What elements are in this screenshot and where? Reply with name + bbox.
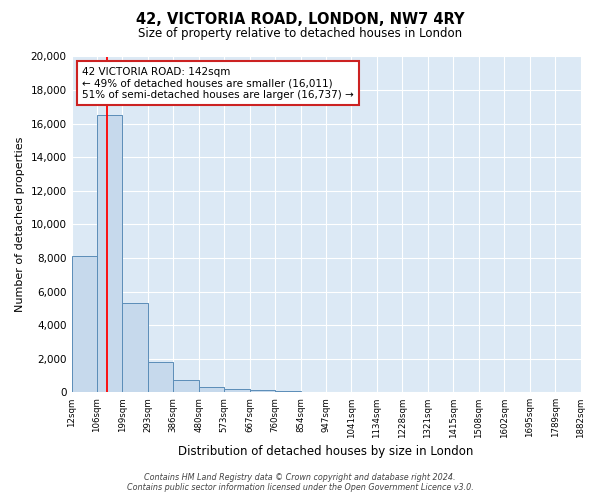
Bar [173, 380, 199, 392]
X-axis label: Distribution of detached houses by size in London: Distribution of detached houses by size … [178, 444, 474, 458]
Text: 42 VICTORIA ROAD: 142sqm
← 49% of detached houses are smaller (16,011)
51% of se: 42 VICTORIA ROAD: 142sqm ← 49% of detach… [82, 66, 353, 100]
Text: Size of property relative to detached houses in London: Size of property relative to detached ho… [138, 28, 462, 40]
Bar [199, 388, 224, 392]
Text: Contains HM Land Registry data © Crown copyright and database right 2024.
Contai: Contains HM Land Registry data © Crown c… [127, 473, 473, 492]
Bar [250, 390, 275, 392]
Bar [275, 390, 301, 392]
Bar [97, 116, 122, 392]
Bar [148, 362, 173, 392]
Bar [224, 389, 250, 392]
Bar [122, 304, 148, 392]
Y-axis label: Number of detached properties: Number of detached properties [15, 136, 25, 312]
Text: 42, VICTORIA ROAD, LONDON, NW7 4RY: 42, VICTORIA ROAD, LONDON, NW7 4RY [136, 12, 464, 28]
Bar [71, 256, 97, 392]
